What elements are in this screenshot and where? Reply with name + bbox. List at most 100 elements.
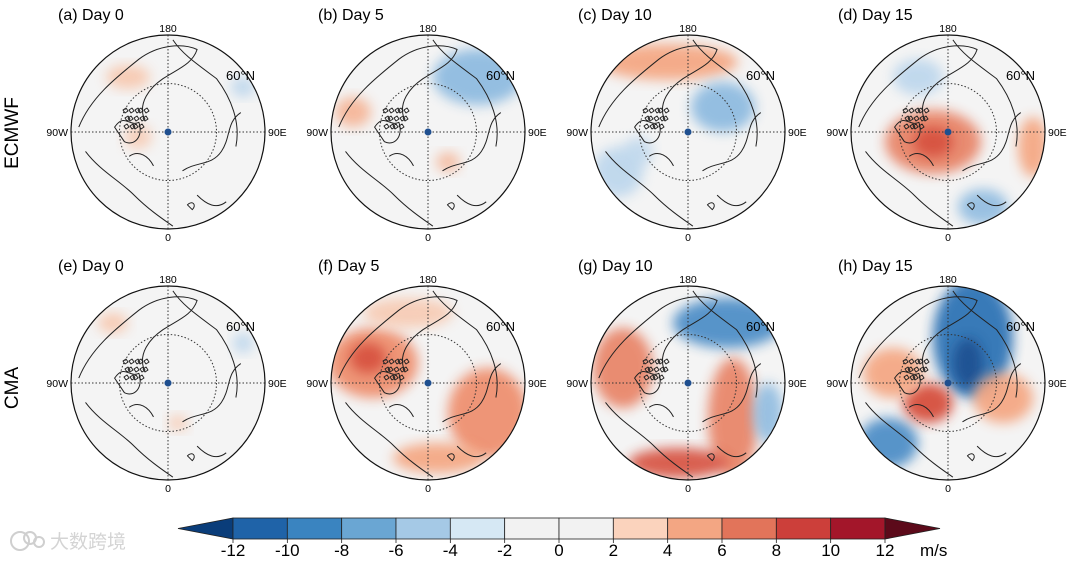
label-0: 0 (165, 483, 171, 495)
latitude-circle-60n (119, 83, 217, 181)
island (903, 374, 910, 381)
map-panel: 180 0 90W 90E 60°N (g) Day 10 (566, 258, 806, 495)
anomaly-region (231, 77, 255, 97)
colorbar-max-arrow (884, 517, 941, 540)
island (394, 107, 401, 114)
coastline (962, 112, 1022, 207)
island (647, 366, 654, 373)
island (397, 107, 404, 114)
island (647, 115, 654, 122)
coastline (128, 404, 195, 462)
island (399, 366, 406, 373)
label-180: 180 (419, 274, 437, 286)
label-90w: 90W (566, 378, 588, 390)
label-90w: 90W (46, 127, 68, 139)
panel-title: (g) Day 10 (578, 258, 653, 275)
island (398, 123, 405, 130)
island (649, 374, 656, 381)
island (918, 123, 925, 130)
island (134, 107, 141, 114)
island (653, 115, 660, 122)
anomaly-region (958, 189, 1008, 225)
anomaly-fields (885, 59, 1045, 225)
label-90e: 90E (268, 378, 287, 390)
row-label-ecmwf: ECMWF (2, 97, 23, 169)
island (397, 358, 404, 365)
colorbar-bin (558, 517, 614, 540)
island (392, 123, 399, 130)
label-90e: 90E (268, 127, 287, 139)
coastline (172, 290, 238, 398)
coastlines (338, 290, 502, 478)
label-180: 180 (939, 274, 957, 286)
island (402, 115, 409, 122)
island (383, 123, 390, 130)
coastline (114, 370, 141, 395)
colorbar-tick-label: 6 (717, 541, 726, 560)
colorbar-tick-label: 4 (663, 541, 672, 560)
label-180: 180 (159, 23, 177, 35)
label-60n: 60°N (486, 68, 515, 83)
island (917, 107, 924, 114)
island (922, 115, 929, 122)
panel-title: (f) Day 5 (318, 258, 379, 275)
label-0: 0 (945, 483, 951, 495)
map-border (590, 34, 786, 230)
colorbar-tick-label: 0 (554, 541, 563, 560)
island (644, 366, 651, 373)
pole-marker (424, 379, 432, 387)
coastline (85, 402, 174, 478)
latitude-circle-60n (639, 334, 737, 432)
coastline (388, 153, 455, 211)
island (652, 123, 659, 130)
island (137, 107, 144, 114)
island (657, 107, 664, 114)
panel-title: (c) Day 10 (578, 7, 652, 24)
coastline (702, 112, 762, 207)
pole-marker (684, 379, 692, 387)
colorbar-bin (612, 517, 669, 540)
island (913, 115, 920, 122)
label-90w: 90W (306, 378, 328, 390)
colorbar-bin (449, 517, 506, 540)
anomaly-region (168, 415, 188, 431)
colorbar-tick-label: 10 (821, 541, 840, 560)
island (128, 107, 135, 114)
label-90e: 90E (1048, 378, 1067, 390)
island (133, 115, 140, 122)
island (923, 107, 930, 114)
island (663, 358, 670, 365)
anomaly-fields (98, 313, 253, 431)
island (913, 366, 920, 373)
coastline (432, 39, 498, 147)
island (907, 115, 914, 122)
island (904, 366, 911, 373)
label-60n: 60°N (1006, 68, 1035, 83)
label-60n: 60°N (1006, 319, 1035, 334)
pole-marker (164, 128, 172, 136)
anomaly-region (903, 383, 953, 423)
map-border (850, 34, 1046, 230)
island (659, 115, 666, 122)
map-panel: 180 0 90W 90E 60°N (c) Day 10 (566, 7, 806, 244)
label-180: 180 (679, 23, 697, 35)
island (139, 366, 146, 373)
panel-title: (h) Day 15 (838, 258, 913, 275)
coastline (634, 119, 661, 144)
coastline (182, 363, 242, 458)
coastline (605, 402, 694, 478)
island (908, 358, 915, 365)
island (914, 358, 921, 365)
anomaly-region (913, 127, 953, 157)
coastline (952, 39, 1018, 147)
island (383, 374, 390, 381)
coastline (865, 151, 954, 227)
anomaly-region (933, 286, 1013, 398)
label-90w: 90W (46, 378, 68, 390)
colorbar-min-arrow (177, 517, 234, 540)
island (402, 366, 409, 373)
anomaly-region (628, 448, 728, 478)
coastline (634, 370, 661, 395)
colorbar-tick-label: -2 (497, 541, 512, 560)
